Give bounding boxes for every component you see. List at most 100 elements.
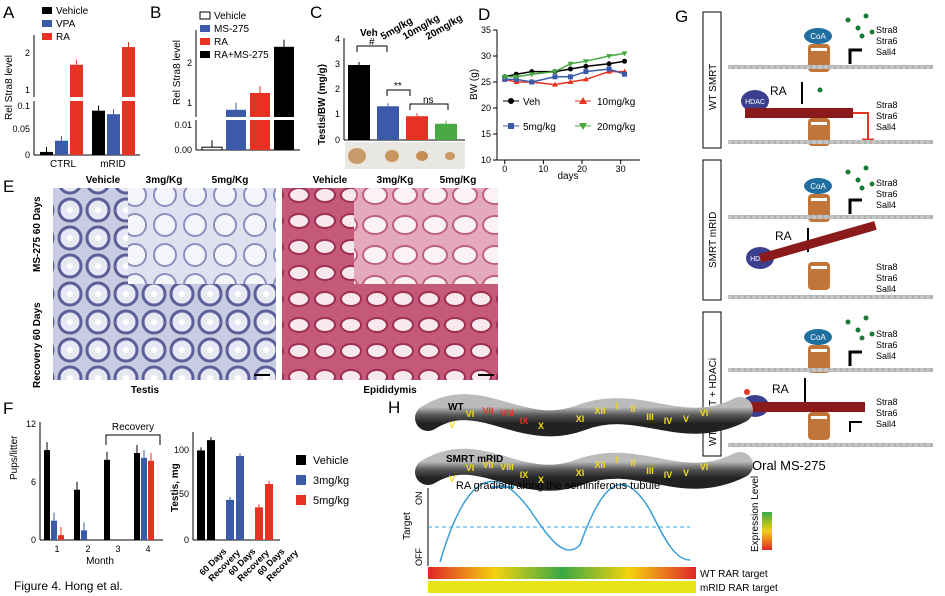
y-tick: 2 [25, 48, 30, 58]
dna-bead [751, 214, 757, 220]
bar-5mg/kg-month-1 [58, 535, 64, 540]
dna-bead [847, 214, 853, 220]
dna-bead [889, 214, 895, 220]
data-point [582, 76, 589, 82]
dna-bead [805, 294, 811, 300]
dna-bead [811, 139, 817, 145]
panel-letter: H [388, 398, 400, 417]
data-point [606, 61, 612, 67]
ra-molecule [855, 25, 861, 31]
dna-bead [751, 367, 757, 373]
histology-image [282, 188, 354, 284]
dna-bead [871, 139, 877, 145]
dna-bead [733, 214, 739, 220]
dna-bead [829, 367, 835, 373]
dna-bead [919, 214, 925, 220]
gene-sall4: Sall4 [876, 284, 896, 294]
panel-letter: F [3, 399, 13, 418]
bar-vehicle-month-4 [134, 453, 140, 540]
dna-bead [823, 139, 829, 145]
dna-bead [787, 139, 793, 145]
ra-molecule [859, 185, 865, 191]
x-label-mrid: mRID [100, 159, 126, 170]
dna-bead [811, 367, 817, 373]
dna-bead [877, 64, 883, 70]
dna-bead [793, 367, 799, 373]
y-tick: 6 [31, 477, 36, 487]
dna-bead [769, 214, 775, 220]
dna-bead [763, 294, 769, 300]
dna-bead [775, 214, 781, 220]
x-tick: 2 [85, 544, 90, 554]
dna-bead [745, 367, 751, 373]
gene-stra6: Stra6 [876, 36, 898, 46]
dna-bead [853, 64, 859, 70]
dna-bead [787, 442, 793, 448]
y-tick: 1 [187, 98, 192, 108]
dna-bead [907, 367, 913, 373]
dna-bead [799, 442, 805, 448]
dna-bead [781, 442, 787, 448]
dna-bead [727, 64, 733, 70]
hdac-complex [741, 90, 769, 112]
bar-ra-ctrl [70, 64, 83, 155]
ra-molecule [855, 327, 861, 333]
x-axis-label: days [557, 171, 578, 182]
dna-bead [841, 214, 847, 220]
dna-bead [889, 294, 895, 300]
y-tick: 0 [31, 535, 36, 545]
dna-bead [919, 294, 925, 300]
gene-stra8: Stra8 [876, 262, 898, 272]
dna-bead [817, 294, 823, 300]
gene-sall4: Sall4 [876, 122, 896, 132]
bar-label-mrid: mRID RAR target [700, 583, 778, 594]
dna-bead [853, 294, 859, 300]
y-tick: 15 [481, 129, 491, 139]
dna-bead [763, 442, 769, 448]
stage-wt: V [449, 420, 455, 430]
hdac-inhibitor [744, 389, 750, 395]
dna-bead [811, 294, 817, 300]
dna-bead [865, 64, 871, 70]
histology-image [53, 188, 128, 284]
stage-mrid: II [630, 458, 635, 468]
data-point [606, 66, 612, 72]
panel-letter: B [150, 3, 161, 22]
stage-mrid: IV [664, 470, 673, 480]
dna-bead [895, 64, 901, 70]
bar-vehicle-recovery [207, 440, 215, 540]
dna-bead [859, 294, 865, 300]
expression-label: Expression Level [750, 476, 761, 552]
coa-label: CoA [810, 333, 826, 342]
testis-photo [348, 148, 366, 164]
gene-stra8: Stra8 [876, 25, 898, 35]
ra-molecule [845, 319, 851, 325]
y-tick: 30 [481, 51, 491, 61]
ra-molecule [869, 29, 875, 35]
dna-bead [871, 367, 877, 373]
wt-expression-bar [428, 567, 696, 579]
dna-bead [727, 442, 733, 448]
col-header: 5mg/Kg [212, 175, 249, 186]
dna-bead [859, 367, 865, 373]
stage-mrid: VI [700, 462, 709, 472]
col-header: 3mg/Kg [146, 175, 183, 186]
dna-bead [823, 367, 829, 373]
dna-bead [799, 214, 805, 220]
dna-bead [775, 294, 781, 300]
dna-bead [829, 442, 835, 448]
legend-3mg: 3mg/kg [313, 475, 349, 487]
dna-bead [907, 139, 913, 145]
gene-stra6: Stra6 [876, 111, 898, 121]
x-tick: 4 [145, 544, 150, 554]
dna-bead [739, 294, 745, 300]
dna-bead [751, 139, 757, 145]
dna-bead [757, 294, 763, 300]
gene-stra6: Stra6 [876, 408, 898, 418]
panel-letter: D [478, 5, 490, 24]
legend-veh: Veh [523, 97, 540, 108]
tissue-label-testis: Testis [131, 385, 160, 396]
histology-image [128, 284, 203, 380]
ra-molecule [863, 13, 869, 19]
legend-vpa: VPA [56, 19, 76, 30]
